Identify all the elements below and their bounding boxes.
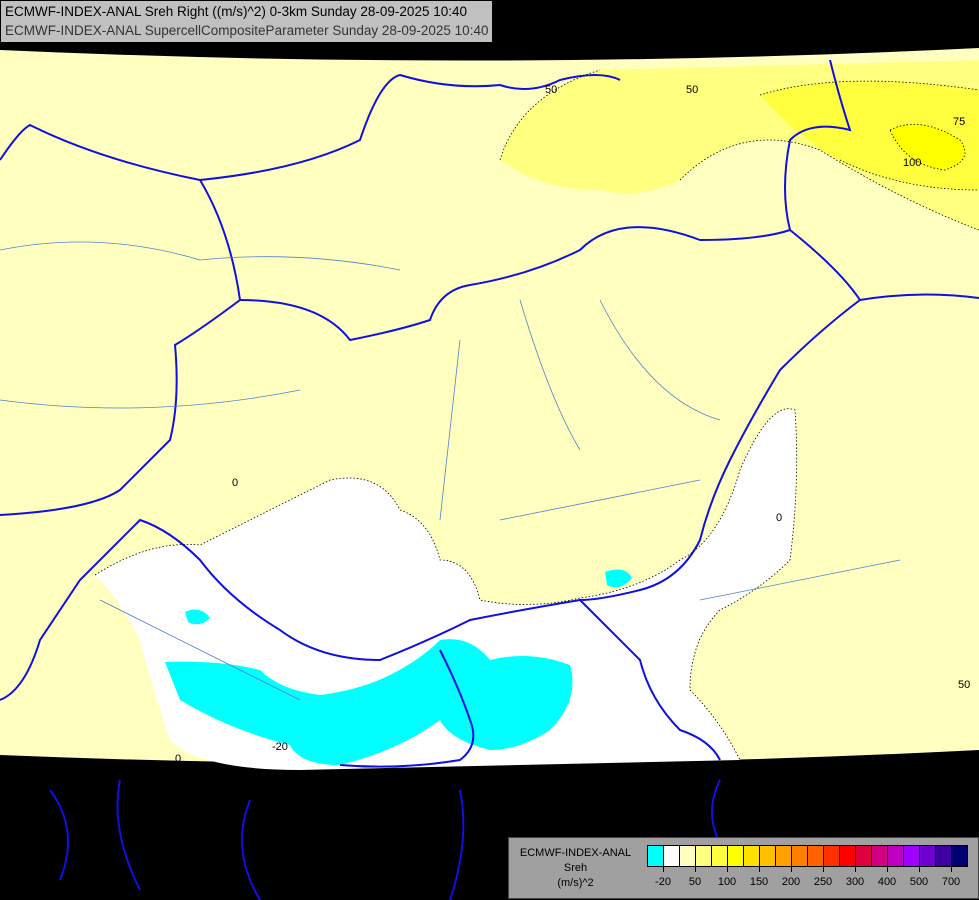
legend-color-cell [952, 846, 967, 866]
legend-ticks: -20 50 100 150 200 250 300 400 500 700 [647, 867, 969, 897]
contour-label: 0 [232, 477, 238, 489]
legend-color-cell [696, 846, 712, 866]
legend-color-cell [776, 846, 792, 866]
legend-tick-label: 150 [749, 876, 769, 888]
sreh-negative-area [165, 639, 573, 765]
legend-tick-label: 500 [909, 876, 929, 888]
legend-tick-label: 50 [688, 876, 702, 888]
contour-label: 50 [958, 679, 970, 691]
legend-color-cell [664, 846, 680, 866]
legend-tick-label: 300 [845, 876, 865, 888]
contour-label: -20 [272, 741, 288, 753]
contour-label: 0 [776, 512, 782, 524]
legend-color-cell [808, 846, 824, 866]
legend-color-cell [744, 846, 760, 866]
legend-tick-label: -20 [655, 876, 671, 888]
legend-color-cell [680, 846, 696, 866]
legend-parameter: Sreh [563, 862, 588, 874]
contour-label: 75 [953, 116, 965, 128]
legend-color-cell [792, 846, 808, 866]
contour-label: 50 [686, 84, 698, 96]
legend-color-cell [872, 846, 888, 866]
legend-tick [855, 867, 856, 872]
legend-tick [759, 867, 760, 872]
legend-tick [695, 867, 696, 872]
legend-color-cell [888, 846, 904, 866]
legend-color-cell [824, 846, 840, 866]
legend-model: ECMWF-INDEX-ANAL [519, 847, 632, 859]
legend-color-cell [840, 846, 856, 866]
legend-color-cell [712, 846, 728, 866]
sreh-negative-area [185, 609, 210, 625]
legend-tick [791, 867, 792, 872]
legend-color-cell [856, 846, 872, 866]
legend-tick-label: 100 [717, 876, 737, 888]
legend-color-cell [728, 846, 744, 866]
legend-tick [823, 867, 824, 872]
legend-colorbar [647, 845, 968, 867]
legend-tick [919, 867, 920, 872]
map-title: ECMWF-INDEX-ANAL Sreh Right ((m/s)^2) 0-… [0, 0, 494, 43]
contour-lines [94, 69, 979, 761]
legend-tick [951, 867, 952, 872]
country-borders [0, 59, 979, 900]
contour-label: 0 [175, 753, 181, 765]
legend-tick-label: 400 [877, 876, 897, 888]
legend-color-cell [760, 846, 776, 866]
legend-color-cell [920, 846, 936, 866]
title-line-2: ECMWF-INDEX-ANAL SupercellCompositeParam… [5, 23, 489, 38]
legend-color-cell [936, 846, 952, 866]
contour-label: 50 [545, 84, 557, 96]
legend-tick-label: 250 [813, 876, 833, 888]
contour-label: 100 [903, 157, 921, 169]
legend-text: ECMWF-INDEX-ANAL Sreh (m/s)^2 [513, 846, 638, 891]
legend-tick-label: 700 [941, 876, 961, 888]
sreh-100-area [890, 124, 965, 170]
sreh-negative-area [605, 569, 632, 588]
legend-color-cell [904, 846, 920, 866]
legend-tick [727, 867, 728, 872]
legend-color-cell [648, 846, 664, 866]
title-line-1: ECMWF-INDEX-ANAL Sreh Right ((m/s)^2) 0-… [5, 4, 467, 19]
legend-tick [663, 867, 664, 872]
rivers [0, 241, 901, 701]
legend-tick [887, 867, 888, 872]
legend-tick-label: 200 [781, 876, 801, 888]
legend-unit: (m/s)^2 [557, 877, 594, 889]
contour-labels: 50 50 75 100 0 0 0 50 -20 [175, 84, 970, 765]
color-legend: ECMWF-INDEX-ANAL Sreh (m/s)^2 -20 50 100 15… [508, 837, 979, 899]
